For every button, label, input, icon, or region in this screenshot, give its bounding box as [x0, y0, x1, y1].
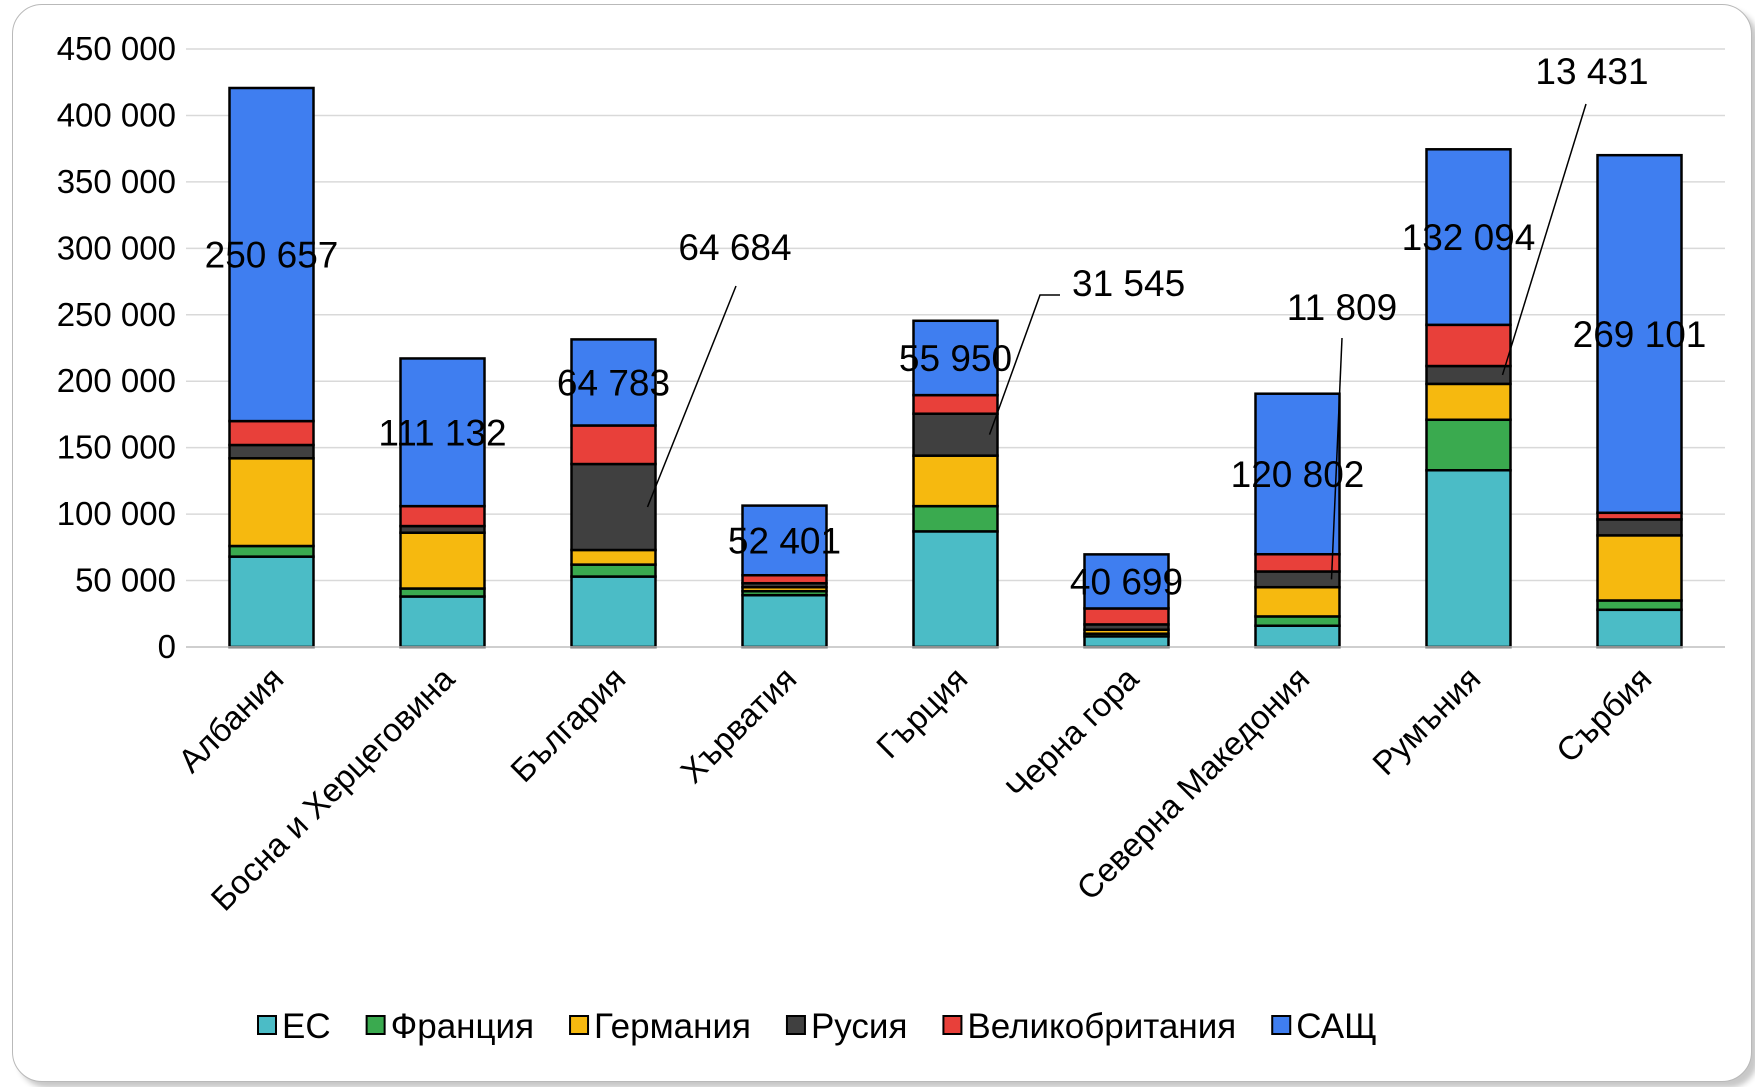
bar-segment: [1596, 608, 1683, 649]
data-label: 120 802: [1231, 454, 1365, 495]
bar-segment: [912, 504, 999, 533]
bar-segment: [1254, 570, 1341, 589]
bar-segment: [1254, 585, 1341, 618]
bar-segment: [912, 530, 999, 649]
legend-label: Германия: [594, 1007, 751, 1046]
bar-segment: [1083, 607, 1170, 626]
leader-line: [1501, 103, 1587, 376]
y-tick-label: 400 000: [57, 96, 176, 133]
data-label: 64 684: [678, 227, 791, 268]
data-label: 11 809: [1287, 287, 1397, 328]
bar-segment: [912, 454, 999, 508]
legend-swatch: [785, 1015, 806, 1035]
legend-label: САЩ: [1296, 1007, 1377, 1046]
data-label: 31 545: [1072, 263, 1185, 304]
bar-segment: [1596, 153, 1683, 515]
x-tick-label: Румъния: [1365, 660, 1487, 782]
bar-segment: [228, 544, 315, 558]
y-tick-label: 100 000: [57, 495, 176, 532]
legend: ЕС Франция Германия Русия Великобритания САЩ: [257, 1007, 1377, 1046]
bar-segment: [399, 357, 486, 508]
data-label: 40 699: [1070, 561, 1183, 602]
y-tick-label: 350 000: [57, 163, 176, 200]
x-tick-label: Черна гора: [998, 659, 1145, 806]
bar-segment: [1596, 534, 1683, 602]
x-tick-label: Хърватия: [673, 660, 803, 790]
bar-segment: [399, 595, 486, 649]
data-label: 13 431: [1535, 51, 1648, 92]
y-tick-label: 50 000: [75, 562, 176, 599]
bars: [228, 86, 1683, 649]
leader-line: [988, 294, 1060, 435]
bar-segment: [228, 457, 315, 548]
y-tick-label: 250 000: [57, 296, 176, 333]
y-tick-label: 450 000: [57, 30, 176, 67]
bar-segment: [1083, 635, 1170, 649]
bar-segment: [1254, 624, 1341, 649]
data-label: 250 657: [205, 235, 339, 276]
y-tick-label: 0: [158, 628, 176, 665]
bar-segment: [1596, 518, 1683, 537]
legend-label: Великобритания: [967, 1007, 1236, 1046]
bar-segment: [1425, 364, 1512, 386]
bar-segment: [228, 443, 315, 460]
bar-segment: [1425, 418, 1512, 472]
legend-swatch: [365, 1015, 386, 1035]
bar-segment: [912, 319, 999, 397]
leader-lines: [646, 103, 1587, 580]
legend-label: Франция: [391, 1007, 534, 1046]
bar-segment: [741, 504, 828, 577]
bar-segment: [1083, 553, 1170, 610]
bar-segment: [1254, 552, 1341, 573]
x-tick-label: България: [503, 660, 632, 789]
y-tick-label: 150 000: [57, 429, 176, 466]
legend-swatch: [569, 1015, 590, 1035]
data-label: 132 094: [1402, 217, 1536, 258]
bar-segment: [228, 86, 315, 423]
bar-segment: [399, 531, 486, 590]
legend-label: Русия: [811, 1007, 907, 1046]
bar-segment: [570, 424, 657, 466]
bar-segment: [570, 563, 657, 578]
bar-segment: [1425, 323, 1512, 368]
bar-segment: [570, 575, 657, 649]
bar-segment: [570, 548, 657, 566]
data-label: 64 783: [557, 362, 670, 403]
data-labels: 250 657 111 132 64 783 64 684 52 401 55 950 31…: [205, 51, 1707, 602]
bar-segment: [399, 504, 486, 528]
bar-segment: [1425, 469, 1512, 649]
data-label: 55 950: [899, 338, 1012, 379]
bar-segment: [912, 393, 999, 415]
bar-segment: [1254, 392, 1341, 556]
legend-swatch: [942, 1015, 963, 1035]
leader-line: [1330, 337, 1343, 580]
x-tick-label: Гърция: [869, 660, 974, 765]
data-label: 52 401: [728, 520, 841, 561]
bar-segment: [1425, 382, 1512, 422]
y-tick-label: 200 000: [57, 362, 176, 399]
data-label: 269 101: [1573, 314, 1707, 355]
legend-label: ЕС: [282, 1007, 331, 1046]
bar-segment: [228, 555, 315, 649]
bar-segment: [570, 338, 657, 427]
x-tick-label: Сърбия: [1549, 660, 1659, 770]
bar-segment: [228, 419, 315, 447]
bar-segment: [1425, 148, 1512, 327]
legend-swatch: [257, 1015, 277, 1035]
y-tick-label: 300 000: [57, 229, 176, 266]
bar-segment: [1254, 615, 1341, 627]
bar-segment: [570, 462, 657, 552]
leader-line: [646, 285, 737, 508]
bar-segment: [741, 593, 828, 649]
bar-segment: [912, 412, 999, 457]
legend-swatch: [1271, 1015, 1292, 1035]
bar-segment: [1596, 599, 1683, 612]
y-axis-ticks: 0 50 000 100 000 150 000 200 000 250 000 300 0…: [57, 30, 176, 665]
x-tick-label: Албания: [171, 660, 291, 780]
data-label: 111 132: [378, 412, 506, 453]
